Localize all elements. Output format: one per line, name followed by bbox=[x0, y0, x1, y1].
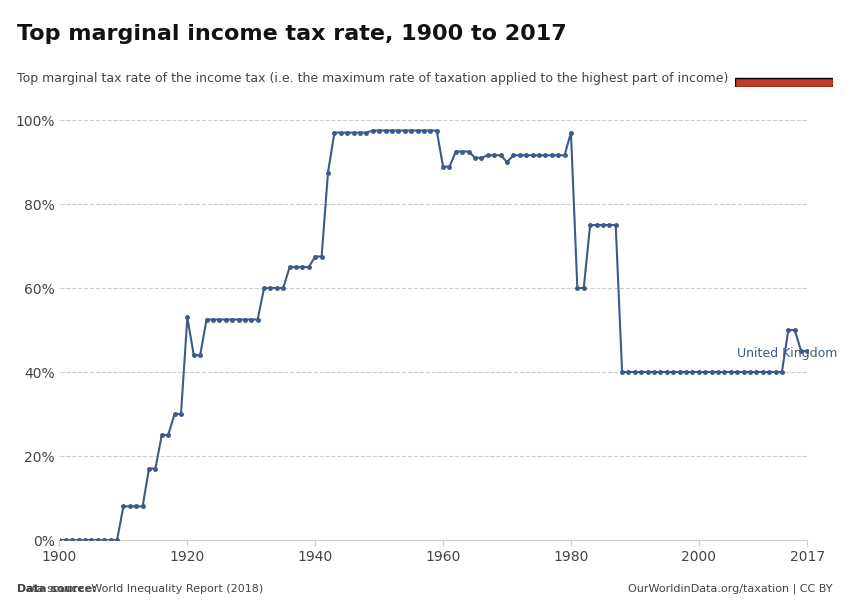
Text: OurWorldinData.org/taxation | CC BY: OurWorldinData.org/taxation | CC BY bbox=[628, 583, 833, 594]
Text: Top marginal income tax rate, 1900 to 2017: Top marginal income tax rate, 1900 to 20… bbox=[17, 24, 567, 44]
Text: Top marginal tax rate of the income tax (i.e. the maximum rate of taxation appli: Top marginal tax rate of the income tax … bbox=[17, 72, 728, 85]
Text: Data source:: Data source: bbox=[17, 584, 97, 594]
Text: Data source: World Inequality Report (2018): Data source: World Inequality Report (20… bbox=[17, 584, 264, 594]
Text: Our World: Our World bbox=[755, 31, 813, 41]
FancyBboxPatch shape bbox=[735, 77, 833, 87]
Text: United Kingdom: United Kingdom bbox=[737, 347, 837, 359]
Text: in Data: in Data bbox=[763, 49, 805, 59]
